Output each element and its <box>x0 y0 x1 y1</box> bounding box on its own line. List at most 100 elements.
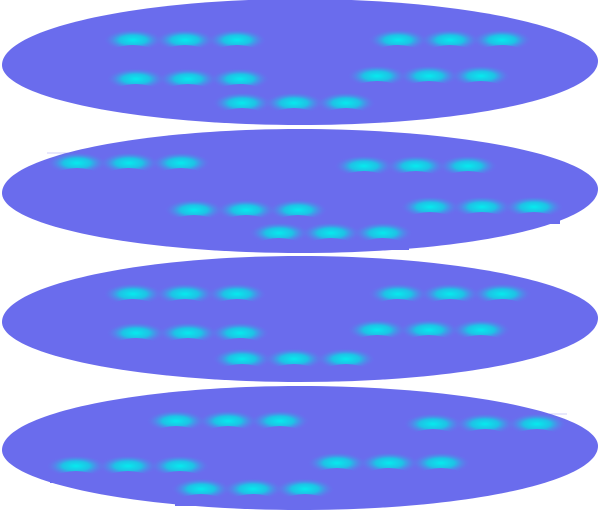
glow-band <box>386 155 446 177</box>
scallop-arch <box>253 238 305 250</box>
scallop-arch <box>511 429 563 441</box>
scallop-arch <box>159 299 211 311</box>
glow-band <box>368 29 428 51</box>
glow-band <box>171 478 231 500</box>
scallop-arch <box>311 468 363 480</box>
glow-cluster-4 <box>347 65 511 93</box>
scallop-arch <box>424 45 476 57</box>
scallop-arch <box>110 84 162 96</box>
glow-cluster-3 <box>46 455 210 483</box>
scallop-arch <box>268 108 320 120</box>
glow-band <box>46 455 106 477</box>
scallop-arch <box>424 299 476 311</box>
glow-band <box>399 319 459 341</box>
glow-band <box>455 413 515 435</box>
glow-band <box>399 65 459 87</box>
glow-band <box>250 410 310 432</box>
scallop-arch <box>305 238 357 250</box>
glow-cluster-4 <box>307 452 471 480</box>
scallop-arch <box>455 335 507 347</box>
glow-band <box>150 455 210 477</box>
glow-cluster-4 <box>347 319 511 347</box>
glow-cluster-3 <box>106 68 270 96</box>
glow-band <box>264 348 324 370</box>
glow-band <box>106 68 166 90</box>
scallop-arch <box>476 45 528 57</box>
glow-band <box>420 29 480 51</box>
glow-cluster-2 <box>334 155 498 183</box>
glow-cluster-1 <box>146 410 310 438</box>
glow-cluster-3 <box>106 322 270 350</box>
glow-band <box>472 283 532 305</box>
glow-band <box>264 92 324 114</box>
glow-band <box>472 29 532 51</box>
scallop-arch <box>227 494 279 506</box>
glow-cluster-1 <box>47 152 211 180</box>
scallop-arch <box>357 238 409 250</box>
platform-4 <box>2 386 598 510</box>
scallop-arch <box>103 168 155 180</box>
glow-band <box>216 199 276 221</box>
glow-band <box>411 452 471 474</box>
scallop-arch <box>110 338 162 350</box>
glow-band <box>158 68 218 90</box>
scallop-arch <box>155 168 207 180</box>
glow-band <box>249 222 309 244</box>
glow-cluster-5 <box>171 478 335 506</box>
scallop-arch <box>159 45 211 57</box>
glow-band <box>151 152 211 174</box>
scallop-arch <box>320 364 372 376</box>
glow-band <box>210 322 270 344</box>
scallop-arch <box>202 426 254 438</box>
scallop-arch <box>107 299 159 311</box>
glow-band <box>155 283 215 305</box>
scallop-arch <box>403 81 455 93</box>
scallop-arch <box>211 299 263 311</box>
scallop-arch <box>403 335 455 347</box>
glow-band <box>420 283 480 305</box>
glow-band <box>275 478 335 500</box>
glow-cluster-5 <box>212 348 376 376</box>
glow-band <box>268 199 328 221</box>
glow-cluster-1 <box>103 283 267 311</box>
glow-band <box>98 455 158 477</box>
scallop-arch <box>107 45 159 57</box>
glow-band <box>198 410 258 432</box>
glow-band <box>451 319 511 341</box>
glow-band <box>347 65 407 87</box>
glow-band <box>353 222 413 244</box>
glow-band <box>359 452 419 474</box>
scallop-arch <box>351 81 403 93</box>
glow-band <box>400 196 460 218</box>
glow-band <box>334 155 394 177</box>
scallop-arch <box>162 338 214 350</box>
glow-band <box>207 283 267 305</box>
glow-band <box>504 196 564 218</box>
glow-band <box>103 29 163 51</box>
scallop-arch <box>320 108 372 120</box>
glow-band <box>210 68 270 90</box>
scallop-arch <box>175 494 227 506</box>
glow-band <box>438 155 498 177</box>
platform-3 <box>2 256 598 382</box>
scallop-arch <box>456 212 508 224</box>
scallop-arch <box>211 45 263 57</box>
scallop-arch <box>508 212 560 224</box>
glow-band <box>158 322 218 344</box>
scallop-arch <box>404 212 456 224</box>
scallop-arch <box>372 45 424 57</box>
glow-band <box>155 29 215 51</box>
glow-cluster-5 <box>249 222 413 250</box>
glow-band <box>223 478 283 500</box>
glow-band <box>146 410 206 432</box>
scallop-arch <box>51 168 103 180</box>
scallop-arch <box>351 335 403 347</box>
glow-cluster-2 <box>368 29 532 57</box>
glow-cluster-5 <box>212 92 376 120</box>
scallop-arch <box>407 429 459 441</box>
glow-band <box>47 152 107 174</box>
glow-band <box>207 29 267 51</box>
